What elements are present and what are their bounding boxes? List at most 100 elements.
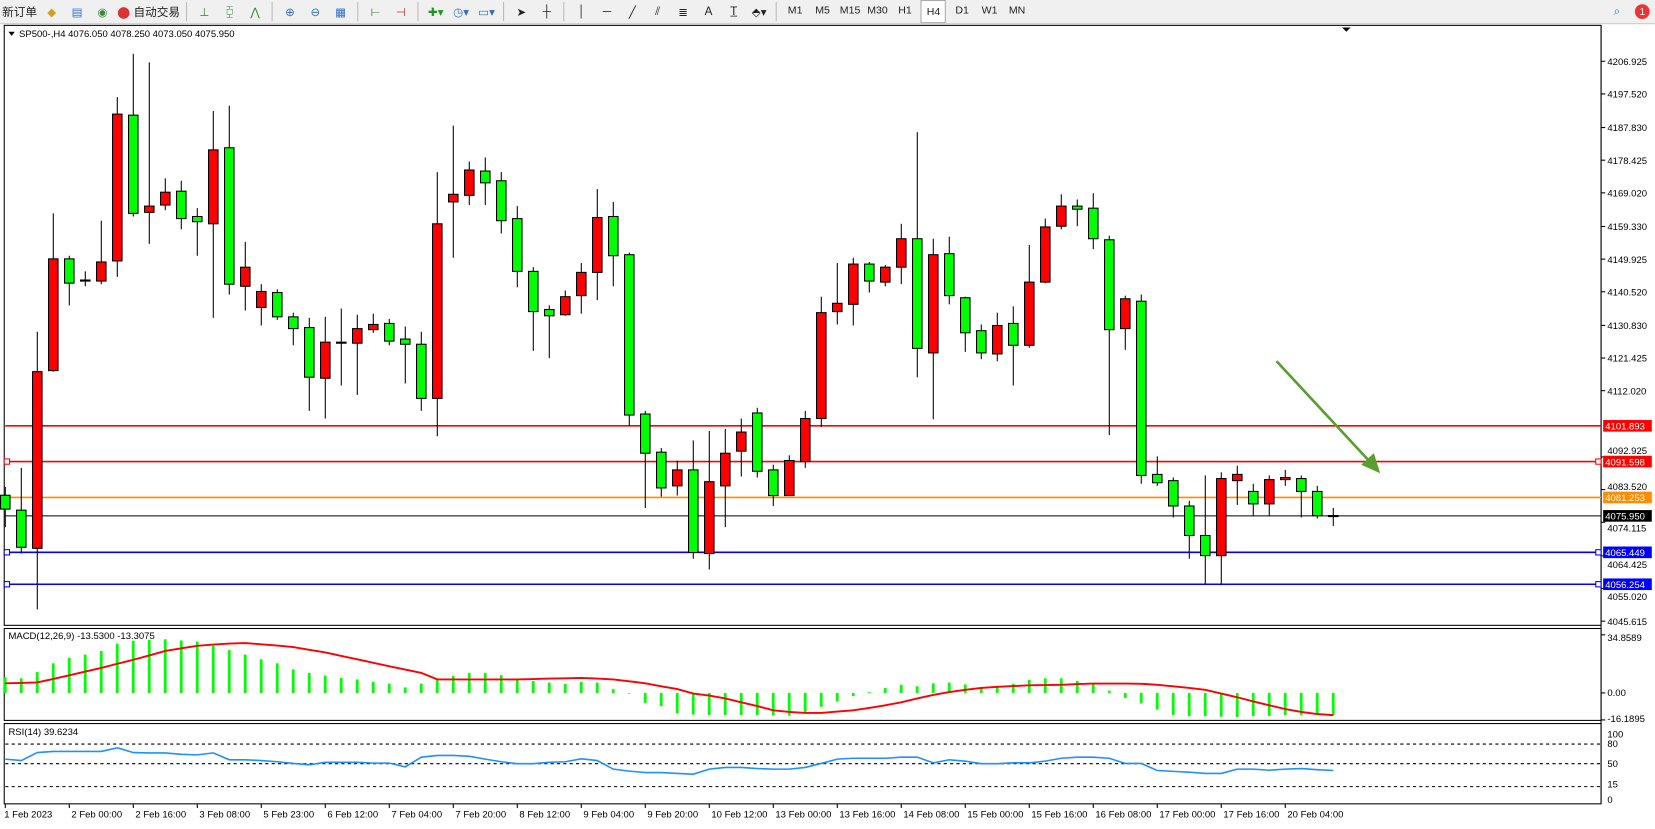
tile-windows-icon[interactable]: ▦	[335, 5, 347, 19]
time-label: 1 Feb 2023	[4, 810, 52, 821]
period-clock-icon[interactable]: ◷▾	[453, 5, 470, 19]
search-icon[interactable]: ⌕	[1613, 4, 1621, 18]
candle	[255, 284, 267, 326]
level-anchor-handle	[1595, 581, 1602, 588]
equidistant-channel-icon[interactable]: ⫽	[655, 4, 661, 18]
line-chart-icon[interactable]: ⋀	[250, 5, 260, 19]
candle-body	[1199, 534, 1211, 557]
candle-body	[79, 279, 91, 282]
price-tick-label: 4197.520	[1607, 90, 1647, 101]
candle	[175, 180, 187, 230]
candle-body	[863, 263, 875, 282]
candle	[95, 220, 107, 285]
vertical-line-icon[interactable]: │	[578, 5, 586, 18]
price-tick-label: 4169.020	[1607, 189, 1647, 200]
candlestick-icon[interactable]: ⧮	[226, 4, 234, 18]
candle-body	[207, 149, 219, 225]
candle	[543, 305, 555, 359]
arrows-icon[interactable]: ⬘▾	[751, 5, 767, 19]
candle-body	[223, 147, 235, 285]
cursor-icon[interactable]: ➤	[516, 5, 527, 19]
candle-body	[943, 253, 955, 297]
fibonacci-icon[interactable]: ≣	[678, 5, 688, 19]
auto-scroll-icon[interactable]: ⊣	[395, 5, 406, 19]
candle	[687, 440, 699, 559]
zoom-out-icon[interactable]: ⊖	[310, 5, 321, 19]
timeframe-h4[interactable]: H4	[920, 0, 947, 24]
timeframe-mn[interactable]: MN	[1008, 4, 1026, 17]
timeframe-m30[interactable]: M30	[867, 4, 888, 17]
time-label: 9 Feb 20:00	[647, 810, 698, 821]
timeframe-m15[interactable]: M15	[839, 4, 861, 17]
candle-body	[783, 459, 795, 497]
notification-icon[interactable]: 1	[1632, 1, 1653, 22]
crosshair-icon[interactable]: ┼	[542, 5, 551, 18]
price-pane	[3, 24, 1602, 626]
trendline-icon[interactable]: ╱	[628, 5, 636, 19]
timeframe-h1[interactable]: H1	[898, 4, 912, 17]
time-label: 15 Feb 00:00	[967, 810, 1023, 821]
candle-body	[1263, 479, 1275, 505]
candle-body	[719, 452, 731, 487]
candle-body	[287, 316, 299, 330]
level-anchor-handle	[1595, 549, 1602, 556]
chart-window[interactable]: SP500-,H4 4076.050 4078.250 4073.050 407…	[0, 24, 1655, 827]
candle-body	[991, 324, 1003, 355]
macd-pane	[3, 627, 1602, 721]
divider	[563, 2, 565, 22]
candle-body	[959, 297, 971, 334]
candle	[1039, 218, 1051, 284]
time-label: 17 Feb 16:00	[1223, 810, 1279, 821]
candle-body	[1167, 480, 1179, 507]
timeframe-m5[interactable]: M5	[815, 4, 830, 17]
candle	[159, 178, 171, 211]
text-label-icon[interactable]: T̲	[730, 5, 738, 18]
macd-tick-label: 34.8589	[1607, 633, 1641, 644]
rsi-line	[5, 746, 1334, 775]
candle	[63, 255, 75, 306]
candle	[527, 267, 539, 351]
divider	[417, 2, 419, 22]
candle-body	[975, 330, 987, 354]
timeframe-d1[interactable]: D1	[955, 4, 969, 17]
auto-trading-button[interactable]: ⬤ 自动交易	[117, 1, 180, 22]
candle	[639, 410, 651, 509]
zoom-in-icon[interactable]: ⊕	[285, 5, 295, 19]
time-label: 20 Feb 04:00	[1287, 810, 1343, 821]
indicators-icon[interactable]: ✚▾	[428, 5, 444, 19]
horizontal-line-icon[interactable]: ─	[602, 5, 612, 18]
chart-canvas[interactable]: SP500-,H4 4076.050 4078.250 4073.050 407…	[0, 24, 1655, 826]
time-label: 13 Feb 00:00	[775, 810, 831, 821]
price-tick-label: 4045.615	[1607, 617, 1647, 628]
timeframe-m1[interactable]: M1	[787, 4, 803, 17]
candle	[463, 161, 475, 206]
gold-bars-icon[interactable]: ◆	[47, 5, 57, 19]
price-tick-label: 4112.020	[1607, 386, 1646, 397]
templates-icon[interactable]: ▭▾	[478, 5, 495, 19]
auto-trading-label: 自动交易	[133, 6, 181, 20]
candle	[1279, 469, 1291, 486]
candle	[991, 312, 1003, 362]
candle	[399, 326, 411, 384]
new-order-button[interactable]: 新订单	[2, 6, 37, 20]
candle-body	[127, 114, 139, 214]
time-label: 5 Feb 23:00	[263, 810, 314, 821]
signal-icon[interactable]: ◉	[97, 5, 108, 19]
market-watch-icon[interactable]: ▤	[71, 5, 83, 19]
candle	[591, 189, 603, 301]
candle	[895, 223, 907, 285]
price-level-badge	[1603, 455, 1652, 468]
timeframe-w1[interactable]: W1	[981, 4, 998, 17]
candle-body	[1119, 298, 1131, 330]
chart-shift-icon[interactable]: ⊢	[370, 5, 381, 19]
candle-body	[0, 494, 11, 510]
candle	[415, 331, 427, 411]
bar-chart-icon[interactable]: ⊥	[199, 5, 210, 19]
candle-body	[175, 190, 187, 220]
candle	[0, 486, 11, 528]
text-icon[interactable]: A	[704, 5, 713, 18]
candle	[719, 428, 731, 528]
candle	[1183, 500, 1195, 559]
time-label: 14 Feb 08:00	[903, 810, 959, 821]
candle-body	[15, 509, 27, 548]
